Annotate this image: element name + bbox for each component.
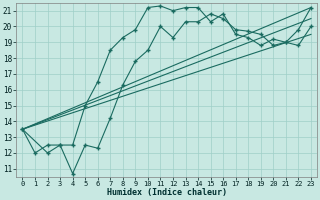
X-axis label: Humidex (Indice chaleur): Humidex (Indice chaleur) <box>107 188 227 197</box>
